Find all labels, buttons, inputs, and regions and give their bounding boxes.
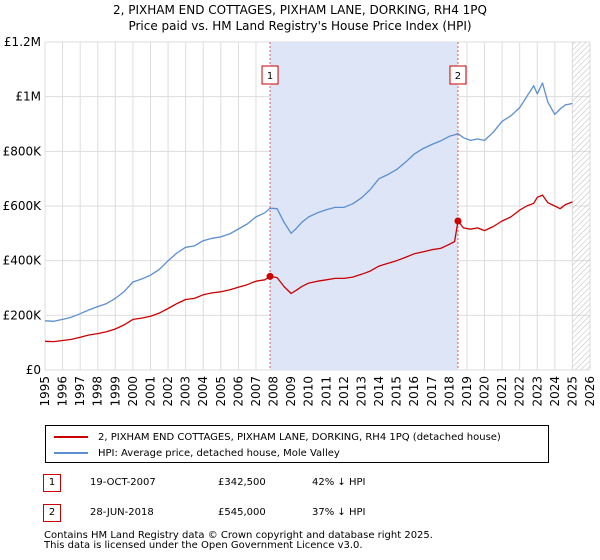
footer-line1: Contains HM Land Registry data © Crown c… <box>44 530 433 541</box>
shaded-period <box>270 42 458 370</box>
x-tick-label: 1999 <box>108 376 122 407</box>
legend-item-hpi: HPI: Average price, detached house, Mole… <box>54 445 340 461</box>
transaction-number-badge: 1 <box>43 474 61 492</box>
transaction-marker-box <box>261 65 279 85</box>
transaction-date: 28-JUN-2018 <box>90 507 154 518</box>
transaction-price: £342,500 <box>218 477 266 488</box>
legend-swatch-property <box>54 436 88 438</box>
x-tick-label: 2021 <box>495 376 509 407</box>
footer-attribution: Contains HM Land Registry data © Crown c… <box>44 531 433 551</box>
footer-line2: This data is licensed under the Open Gov… <box>44 540 363 551</box>
x-tick-label: 2015 <box>390 376 404 407</box>
transaction-row: 1 19-OCT-2007 £342,500 42% ↓ HPI <box>0 474 600 494</box>
x-tick-label: 2025 <box>565 376 579 407</box>
x-tick-label: 2004 <box>196 376 210 407</box>
x-tick-label: 2016 <box>407 376 421 407</box>
x-tick-label: 2022 <box>513 376 527 407</box>
transaction-hpi-diff: 37% ↓ HPI <box>312 507 366 518</box>
y-tick-label: £1M <box>15 90 41 104</box>
transaction-point <box>266 272 274 280</box>
x-tick-label: 1998 <box>91 376 105 407</box>
x-tick-label: 2018 <box>442 376 456 407</box>
x-tick-label: 2012 <box>337 376 351 407</box>
hpi-line <box>44 82 573 322</box>
transaction-marker-box <box>449 65 467 85</box>
x-tick-label: 2003 <box>179 376 193 407</box>
legend-label-property: 2, PIXHAM END COTTAGES, PIXHAM LANE, DOR… <box>98 431 501 443</box>
chart-title-line2: Price paid vs. HM Land Registry's House … <box>128 19 472 33</box>
y-tick-label: £1.2M <box>4 35 41 49</box>
future-hatch <box>572 42 590 370</box>
x-tick-label: 2019 <box>460 376 474 407</box>
x-tick-label: 2014 <box>372 376 386 407</box>
x-tick-label: 2010 <box>302 376 316 407</box>
x-tick-label: 2005 <box>214 376 228 407</box>
transaction-hpi-diff: 42% ↓ HPI <box>312 477 366 488</box>
series <box>44 82 573 343</box>
y-tick-label: £0 <box>26 363 41 377</box>
transaction-row: 2 28-JUN-2018 £545,000 37% ↓ HPI <box>0 504 600 524</box>
transaction-point <box>454 217 462 225</box>
x-tick-label: 2023 <box>530 376 544 407</box>
transaction-number-badge: 2 <box>43 504 61 522</box>
x-tick-label: 2007 <box>249 376 263 407</box>
x-tick-label: 2006 <box>231 376 245 407</box>
x-tick-label: 2024 <box>548 376 562 407</box>
x-tick-label: 2017 <box>425 376 439 407</box>
y-tick-label: £400K <box>3 254 43 268</box>
x-tick-label: 1996 <box>56 376 70 407</box>
shaded-region <box>270 42 590 370</box>
y-tick-label: £600K <box>3 199 43 213</box>
legend-label-hpi: HPI: Average price, detached house, Mole… <box>98 447 340 459</box>
x-tick-label: 2009 <box>284 376 298 407</box>
legend: 2, PIXHAM END COTTAGES, PIXHAM LANE, DOR… <box>45 425 549 463</box>
transaction-marker-label: 1 <box>267 71 273 82</box>
transaction-marker-label: 2 <box>455 71 461 82</box>
x-tick-label: 2001 <box>143 376 157 407</box>
x-tick-label: 1995 <box>38 376 52 407</box>
x-tick-label: 2013 <box>354 376 368 407</box>
y-tick-label: £200K <box>3 308 43 322</box>
y-tick-label: £800K <box>3 144 43 158</box>
transaction-date: 19-OCT-2007 <box>90 477 156 488</box>
x-tick-label: 2000 <box>126 376 140 407</box>
x-tick-label: 2026 <box>583 376 597 407</box>
chart-title-line1: 2, PIXHAM END COTTAGES, PIXHAM LANE, DOR… <box>113 3 487 17</box>
x-tick-label: 2002 <box>161 376 175 407</box>
x-tick-label: 2020 <box>478 376 492 407</box>
x-tick-label: 1997 <box>73 376 87 407</box>
property-price-line <box>44 194 573 343</box>
legend-swatch-hpi <box>54 452 88 454</box>
x-tick-label: 2008 <box>267 376 281 407</box>
x-tick-label: 2011 <box>319 376 333 407</box>
transaction-price: £545,000 <box>218 507 266 518</box>
legend-item-property: 2, PIXHAM END COTTAGES, PIXHAM LANE, DOR… <box>54 429 501 445</box>
